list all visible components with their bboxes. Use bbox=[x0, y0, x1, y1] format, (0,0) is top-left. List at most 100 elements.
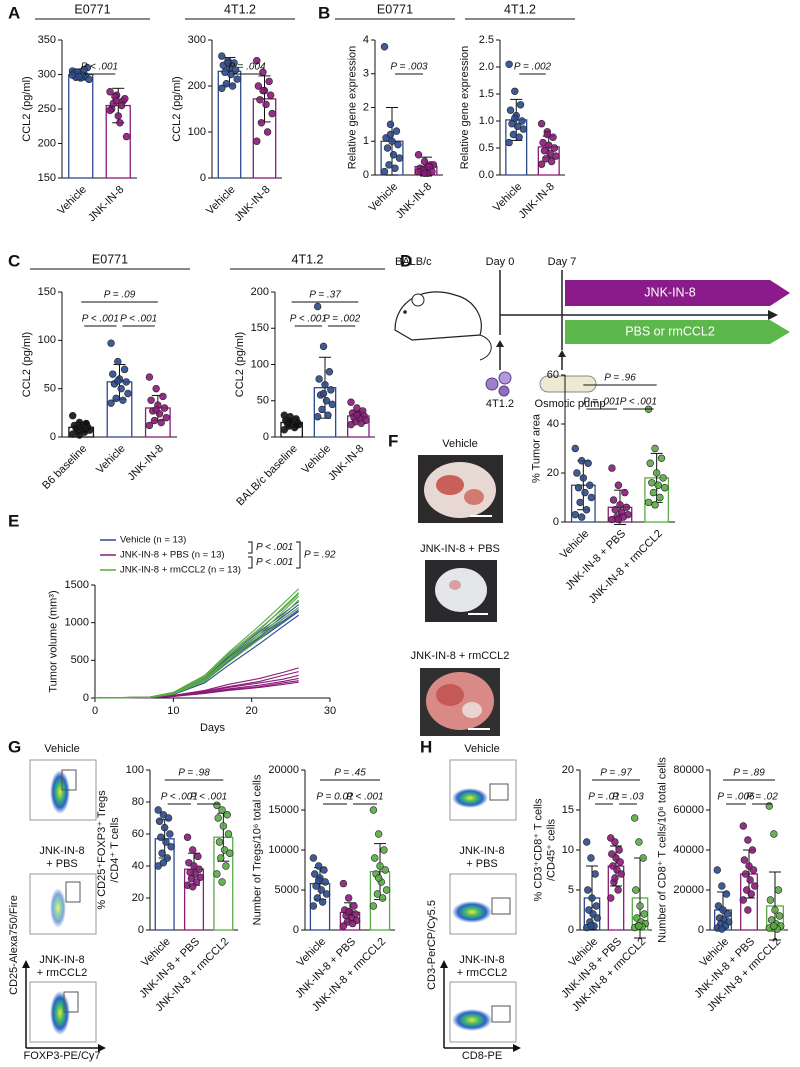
y-tick-label: 100 bbox=[126, 764, 144, 776]
tumor bbox=[436, 684, 464, 706]
flow-population bbox=[50, 991, 70, 1035]
data-point bbox=[659, 474, 667, 482]
data-point bbox=[505, 138, 513, 147]
comparison-bracket bbox=[248, 556, 253, 569]
data-point bbox=[256, 96, 264, 104]
y-axis-label: Relative gene expression bbox=[347, 46, 359, 170]
data-point bbox=[85, 75, 93, 84]
y-tick-label: 5000 bbox=[275, 884, 299, 896]
data-point bbox=[394, 140, 402, 149]
data-point bbox=[163, 854, 171, 862]
data-point bbox=[213, 870, 221, 878]
x-axis-label: Days bbox=[200, 722, 226, 734]
data-point bbox=[392, 127, 401, 135]
flow-label: JNK-IN-8 bbox=[39, 954, 84, 966]
data-point bbox=[607, 894, 615, 902]
comparison-label: P = .98 bbox=[178, 768, 210, 779]
data-point bbox=[506, 106, 515, 114]
treatment-label: JNK-IN-8 bbox=[644, 285, 695, 299]
y-tick-label: 50 bbox=[44, 383, 56, 395]
comparison-label: P = .45 bbox=[334, 768, 366, 779]
y-tick-label: 1500 bbox=[65, 579, 89, 591]
data-point bbox=[587, 493, 596, 502]
y-tick-label: 2.5 bbox=[479, 34, 494, 46]
y-tick-label: 1.0 bbox=[479, 115, 494, 127]
x-tick-label: 0 bbox=[92, 705, 98, 717]
x-tick-label: JNK-IN-8 bbox=[232, 184, 272, 224]
data-point bbox=[571, 444, 579, 453]
data-point bbox=[222, 862, 230, 870]
y-tick-label: 0 bbox=[200, 172, 206, 184]
comparison-label: P = .89 bbox=[733, 768, 765, 779]
data-point bbox=[162, 838, 170, 846]
panel-label: A bbox=[8, 3, 20, 22]
data-point bbox=[511, 87, 519, 96]
y-tick-label: 0 bbox=[553, 516, 559, 528]
y-tick-label: 5 bbox=[568, 884, 574, 896]
data-point bbox=[425, 162, 433, 171]
data-point bbox=[632, 886, 640, 894]
data-point bbox=[195, 865, 203, 873]
data-point bbox=[183, 833, 192, 841]
y-tick-label: 150 bbox=[251, 322, 269, 334]
data-point bbox=[511, 114, 519, 123]
data-point bbox=[771, 906, 779, 914]
y-tick-label: 20 bbox=[562, 764, 574, 776]
y-axis-label: % CD25⁺FOXP3⁺ Tregs bbox=[96, 790, 108, 910]
data-point bbox=[69, 430, 77, 438]
data-point bbox=[746, 876, 754, 884]
data-point bbox=[158, 849, 166, 857]
data-point bbox=[223, 811, 231, 819]
y-tick-label: 1.5 bbox=[479, 88, 494, 100]
y-tick-label: 0 bbox=[263, 431, 269, 443]
y-tick-label: 10 bbox=[562, 844, 574, 856]
data-point bbox=[586, 481, 594, 489]
y-tick-label: 150 bbox=[38, 172, 56, 184]
data-point bbox=[218, 52, 226, 60]
tumor-cell bbox=[485, 377, 499, 391]
data-point bbox=[584, 886, 592, 894]
data-point bbox=[122, 132, 131, 141]
y-tick-label: 20 bbox=[132, 892, 144, 904]
data-point bbox=[369, 806, 378, 814]
data-point bbox=[214, 814, 222, 822]
data-point bbox=[254, 82, 263, 90]
data-point bbox=[388, 137, 396, 145]
data-point bbox=[253, 56, 261, 65]
data-point bbox=[611, 874, 619, 882]
y-tick-label: 40 bbox=[547, 418, 559, 430]
x-tick-label: BALB/c baseline bbox=[234, 443, 300, 509]
data-point bbox=[380, 846, 388, 854]
mouse-body bbox=[394, 291, 482, 341]
data-point bbox=[280, 426, 289, 434]
data-point bbox=[112, 394, 120, 403]
data-point bbox=[380, 167, 389, 176]
y-tick-label: 150 bbox=[38, 286, 56, 298]
data-point bbox=[386, 120, 395, 129]
y-axis-label: CCL2 (pg/ml) bbox=[234, 332, 246, 397]
data-point bbox=[661, 484, 669, 492]
data-point bbox=[576, 498, 584, 507]
data-point bbox=[615, 846, 623, 854]
infusion-arrow bbox=[565, 320, 790, 344]
data-point bbox=[739, 896, 747, 904]
comparison-label: P = .97 bbox=[600, 768, 632, 779]
y-tick-label: 350 bbox=[38, 34, 56, 46]
y-tick-label: 200 bbox=[38, 137, 56, 149]
gate bbox=[61, 769, 77, 791]
comparison-label: P = .03 bbox=[612, 792, 644, 803]
data-point bbox=[109, 370, 117, 378]
x-tick-label: 10 bbox=[167, 705, 179, 717]
y-tick-label: 200 bbox=[188, 80, 206, 92]
timeline-arrow bbox=[768, 310, 778, 320]
day-label: Day 0 bbox=[486, 256, 515, 268]
chart-title: E0771 bbox=[377, 2, 413, 16]
data-point bbox=[317, 886, 326, 894]
mouse-label: BALB/c bbox=[395, 256, 432, 268]
data-point bbox=[192, 878, 201, 886]
data-point bbox=[614, 481, 623, 489]
gate bbox=[491, 897, 511, 915]
flow-population bbox=[50, 770, 70, 814]
data-point bbox=[537, 160, 546, 168]
